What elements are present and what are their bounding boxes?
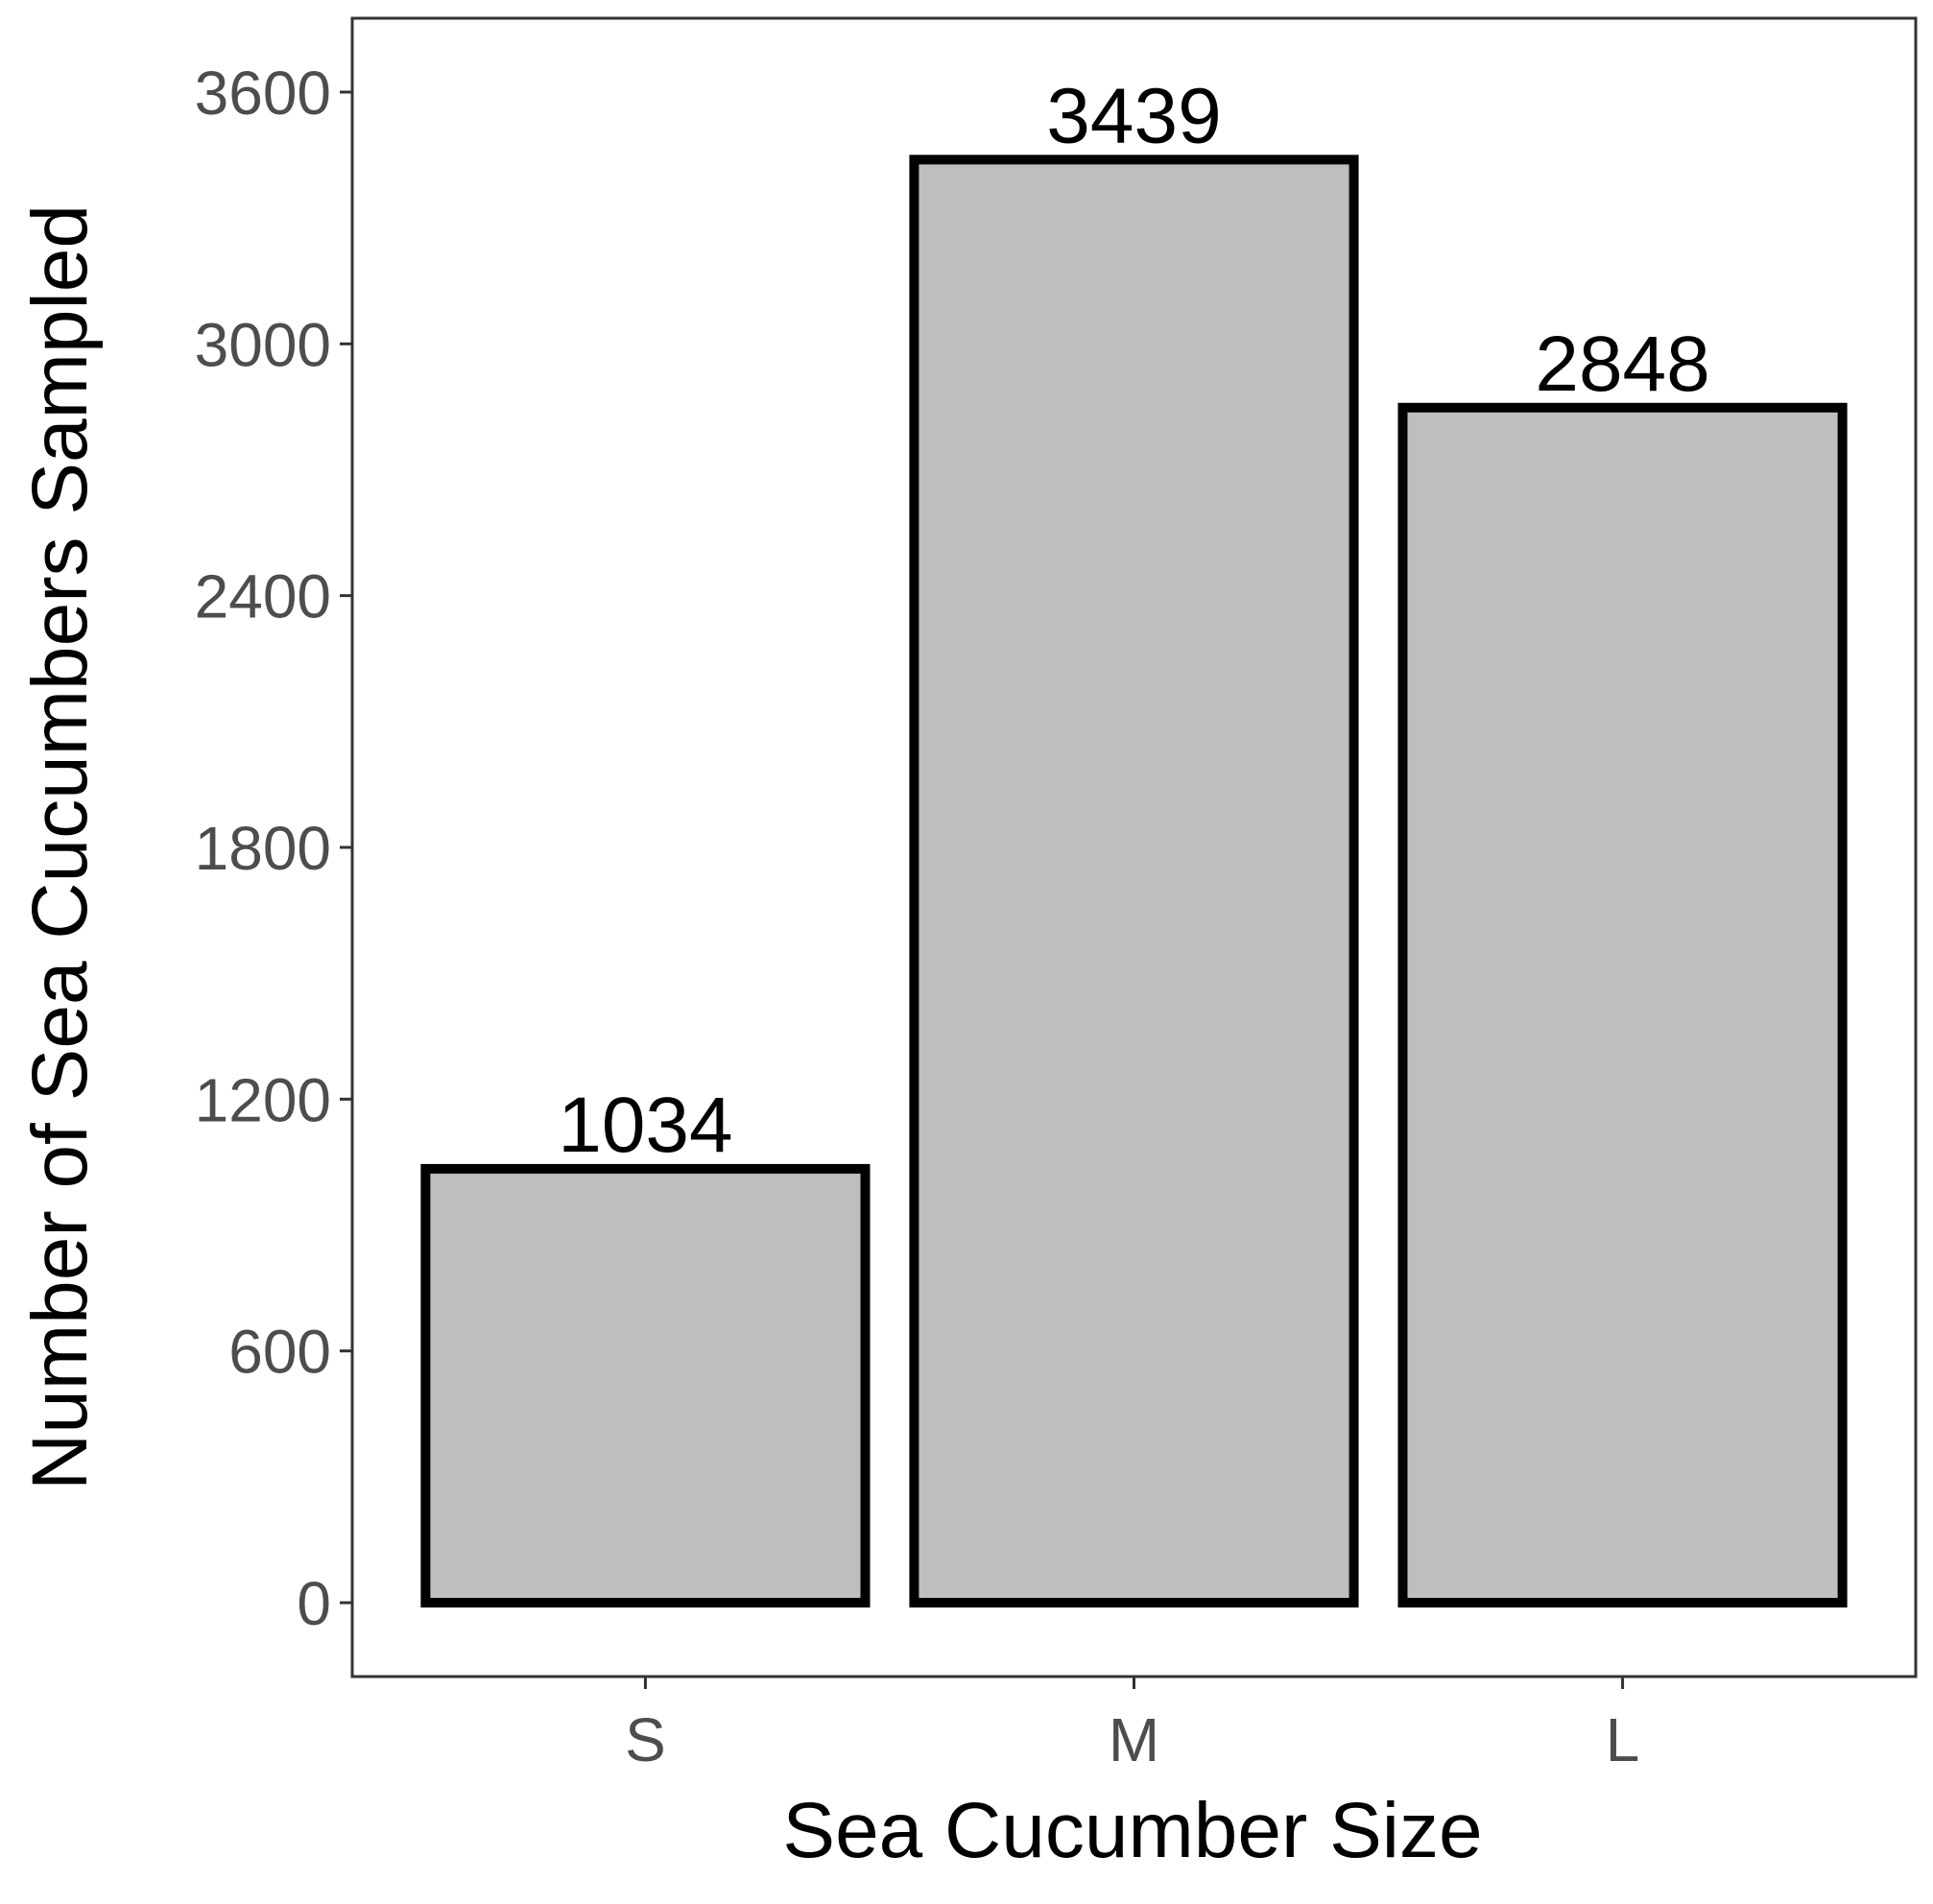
value-label: 1034 [558, 1082, 732, 1169]
y-tick-label: 0 [297, 1569, 331, 1638]
value-label: 2848 [1535, 321, 1709, 408]
y-tick-label: 600 [228, 1318, 331, 1387]
x-tick-label: S [625, 1705, 666, 1774]
x-axis-title: Sea Cucumber Size [782, 1787, 1482, 1874]
x-tick-label: L [1606, 1705, 1640, 1774]
y-tick-label: 3600 [195, 59, 331, 128]
y-tick-label: 1800 [195, 814, 331, 883]
y-axis-title: Number of Sea Cucumbers Sampled [16, 204, 104, 1490]
bar [420, 1163, 871, 1608]
value-label: 3439 [1046, 72, 1221, 159]
bar [1397, 402, 1848, 1608]
x-tick-label: M [1109, 1705, 1159, 1774]
y-tick-label: 1200 [195, 1065, 331, 1134]
bar [909, 155, 1359, 1608]
y-tick-label: 3000 [195, 310, 331, 379]
y-tick-label: 2400 [195, 562, 331, 631]
panel-border [350, 16, 1918, 1678]
